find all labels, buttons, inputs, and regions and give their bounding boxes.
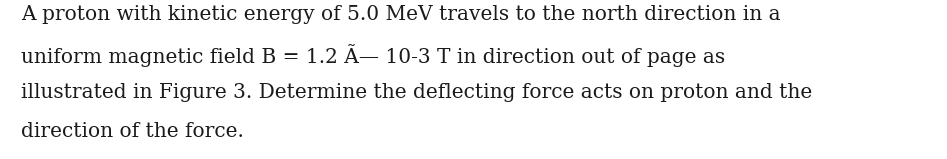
Text: illustrated in Figure 3. Determine the deflecting force acts on proton and the: illustrated in Figure 3. Determine the d… <box>21 83 813 102</box>
Text: direction of the force.: direction of the force. <box>21 122 243 141</box>
Text: uniform magnetic field B = 1.2 Ã— 10-3 T in direction out of page as: uniform magnetic field B = 1.2 Ã— 10-3 T… <box>21 44 725 67</box>
Text: A proton with kinetic energy of 5.0 MeV travels to the north direction in a: A proton with kinetic energy of 5.0 MeV … <box>21 5 780 24</box>
